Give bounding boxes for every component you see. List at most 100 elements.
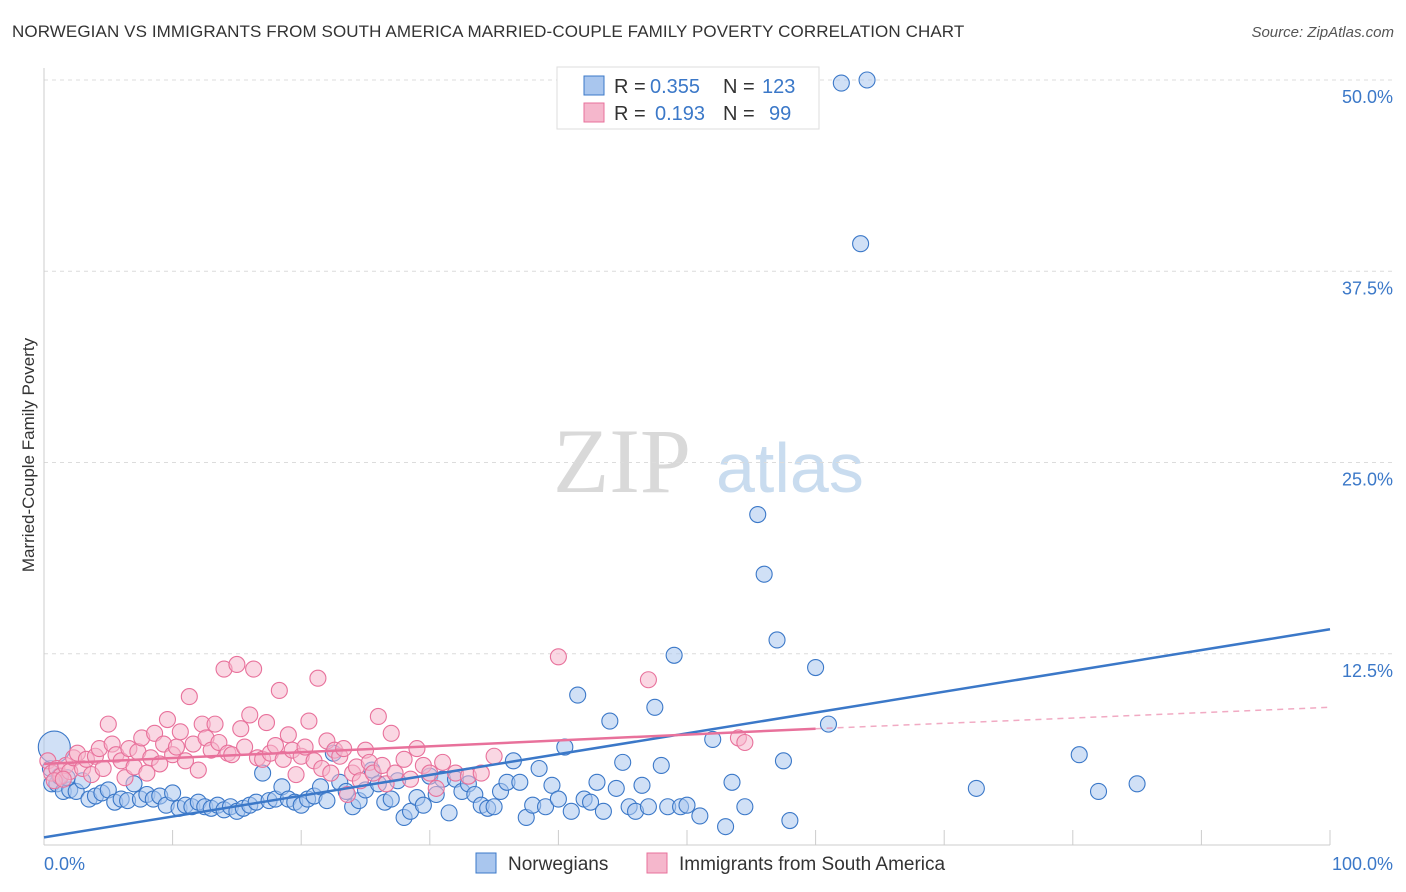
- chart-title: NORWEGIAN VS IMMIGRANTS FROM SOUTH AMERI…: [12, 22, 965, 41]
- legend-label-norwegians: Norwegians: [508, 854, 608, 875]
- immigrants-point-77: [369, 707, 387, 726]
- immigrants-point-78: [373, 756, 391, 774]
- immigrants-point-45: [232, 720, 250, 738]
- norwegians-point-115: [852, 235, 870, 253]
- norwegians-point-111: [781, 811, 799, 830]
- immigrants-point-31: [171, 723, 189, 741]
- immigrants-point-84: [408, 740, 426, 758]
- norwegians-point-75: [511, 773, 529, 791]
- immigrants-point-44: [228, 655, 246, 674]
- norwegians-point-104: [717, 818, 735, 836]
- immigrants-point-63: [309, 669, 327, 687]
- stats-n-label-2: N =: [723, 103, 755, 125]
- immigrants-point-14: [99, 715, 117, 733]
- norwegians-point-45: [318, 792, 336, 810]
- immigrants-point-39: [206, 715, 224, 733]
- norwegians-point-64: [440, 804, 458, 822]
- y-tick-labels: 12.5% 25.0% 37.5% 50.0%: [1342, 87, 1393, 681]
- legend-label-immigrants: Immigrants from South America: [679, 854, 946, 875]
- stats-n-value-2: 99: [769, 103, 791, 125]
- immigrants-point-70: [338, 785, 357, 804]
- norwegians-point-120: [1128, 775, 1146, 793]
- immigrants-point-96: [736, 733, 754, 752]
- norwegians-point-55: [382, 790, 400, 808]
- immigrants-point-92: [485, 747, 503, 765]
- stats-r-value-2: 0.193: [655, 103, 705, 125]
- bottom-legend: Norwegians Immigrants from South America: [475, 852, 946, 875]
- y-tick-label-3: 50.0%: [1342, 87, 1393, 107]
- stats-r-label-2: R =: [614, 103, 646, 125]
- norwegians-point-118: [1070, 746, 1088, 764]
- norwegians-point-60: [414, 796, 432, 814]
- norwegians-point-113: [819, 715, 838, 733]
- norwegians-point-116: [858, 71, 876, 89]
- immigrants-point-61: [300, 712, 318, 730]
- norwegians-point-89: [601, 712, 619, 730]
- stats-swatch-norwegians: [583, 75, 605, 96]
- norwegians-point-108: [755, 565, 773, 583]
- immigrants-point-87: [427, 779, 445, 797]
- norwegians-point-79: [536, 798, 555, 816]
- watermark-zip: ZIP: [553, 410, 691, 512]
- norwegians-point-88: [594, 802, 612, 820]
- watermark-atlas: atlas: [716, 429, 864, 507]
- y-tick-label-2: 37.5%: [1342, 278, 1393, 298]
- legend-swatch-immigrants: [646, 852, 668, 874]
- immigrants-point-66: [322, 764, 340, 782]
- norwegians-point-117: [967, 779, 985, 797]
- immigrants-point-91: [472, 764, 490, 782]
- trend-line-norwegians: [43, 628, 1331, 839]
- stats-n-value-1: 123: [762, 76, 795, 98]
- grid-lines: [44, 79, 1393, 655]
- norwegians-point-99: [665, 646, 683, 664]
- norwegians-point-90: [607, 779, 625, 797]
- stats-r-value-1: 0.355: [650, 76, 700, 98]
- norwegians-point-103: [704, 730, 722, 748]
- norwegians-point-94: [633, 776, 651, 794]
- norwegians-point-83: [562, 802, 580, 820]
- immigrants-point-82: [395, 750, 413, 768]
- norwegians-point-119: [1089, 782, 1108, 801]
- norwegians-point-78: [530, 759, 548, 778]
- norwegians-point-101: [678, 796, 696, 814]
- norwegians-point-105: [723, 773, 741, 791]
- norwegians-point-114: [832, 74, 850, 92]
- y-axis-title: Married-Couple Family Poverty: [19, 337, 38, 572]
- immigrants-point-46: [236, 738, 254, 756]
- source-label: Source: ZipAtlas.com: [1251, 24, 1394, 41]
- x-tick-label-1: 100.0%: [1332, 854, 1393, 874]
- immigrants-point-28: [158, 710, 177, 729]
- stats-r-label-1: R =: [614, 76, 646, 98]
- norwegians-point-21: [164, 784, 182, 802]
- x-tick-labels: 0.0% 100.0%: [44, 854, 1393, 874]
- stats-n-label-1: N =: [723, 76, 755, 98]
- trend-line-immigrants: [43, 727, 816, 766]
- norwegians-point-102: [691, 807, 709, 825]
- immigrants-point-69: [335, 740, 353, 758]
- immigrants-point-80: [382, 724, 400, 742]
- series-immigrants-south-america: [39, 648, 754, 804]
- immigrants-point-35: [189, 761, 207, 779]
- norwegians-point-86: [581, 793, 600, 811]
- stats-swatch-immigrants: [583, 102, 605, 123]
- norwegians-point-112: [807, 658, 825, 677]
- y-tick-label-0: 12.5%: [1342, 661, 1393, 681]
- immigrants-point-58: [287, 766, 305, 784]
- norwegians-point-110: [774, 752, 793, 770]
- norwegians-point-81: [549, 790, 567, 808]
- norwegians-point-97: [652, 756, 670, 774]
- legend-swatch-norwegians: [475, 852, 497, 874]
- immigrants-point-48: [245, 660, 263, 678]
- norwegians-point-95: [639, 798, 657, 816]
- stats-legend: R = 0.355 N = 123 R = 0.193 N = 99: [556, 66, 820, 130]
- immigrants-point-56: [279, 726, 297, 744]
- immigrants-point-51: [257, 714, 276, 732]
- immigrants-point-30: [167, 738, 186, 756]
- axes: [43, 68, 1331, 846]
- norwegians-point-109: [768, 631, 786, 649]
- immigrants-point-54: [270, 681, 288, 700]
- x-tick-label-0: 0.0%: [44, 854, 85, 874]
- immigrants-point-33: [180, 688, 198, 706]
- immigrants-point-88: [434, 753, 452, 771]
- immigrants-point-13: [94, 759, 112, 778]
